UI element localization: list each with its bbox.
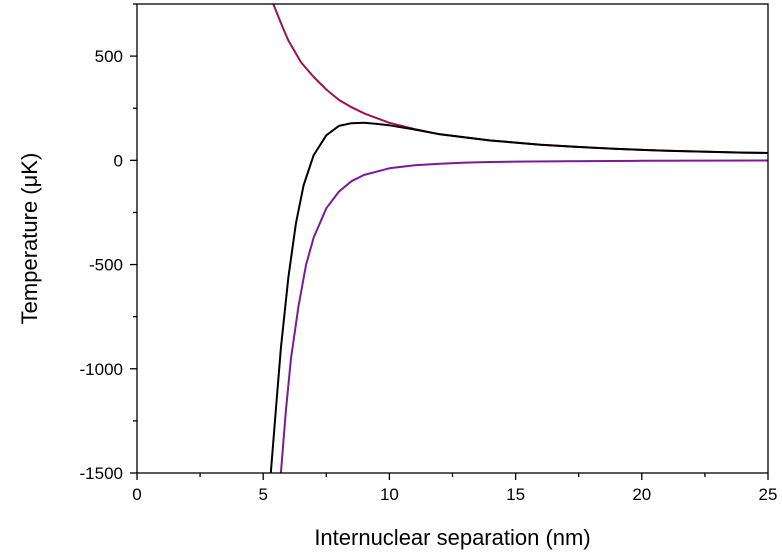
x-axis-title: Internuclear separation (nm) (314, 525, 590, 550)
x-tick-label: 25 (759, 485, 778, 504)
y-tick-label: 500 (95, 47, 123, 66)
x-tick-label: 0 (132, 485, 141, 504)
x-tick-label: 15 (506, 485, 525, 504)
y-axis-title: Temperature (μK) (17, 153, 42, 325)
series-3-line (279, 159, 768, 473)
series-1-line (272, 4, 768, 154)
y-tick-label: -1000 (80, 360, 123, 379)
axis-ticks (130, 3, 769, 480)
x-tick-label: 10 (380, 485, 399, 504)
x-axis-tick-labels: 0 5 10 15 20 25 (132, 485, 777, 504)
y-tick-label: -1500 (80, 464, 123, 483)
plot-frame (136, 3, 769, 474)
y-axis-tick-labels: -1500 -1000 -500 0 500 (80, 47, 123, 483)
x-tick-label: 5 (258, 485, 267, 504)
data-curves (269, 4, 768, 473)
y-tick-label: 0 (114, 151, 123, 170)
x-tick-label: 20 (632, 485, 651, 504)
series-2-line (269, 121, 768, 473)
y-tick-label: -500 (89, 256, 123, 275)
